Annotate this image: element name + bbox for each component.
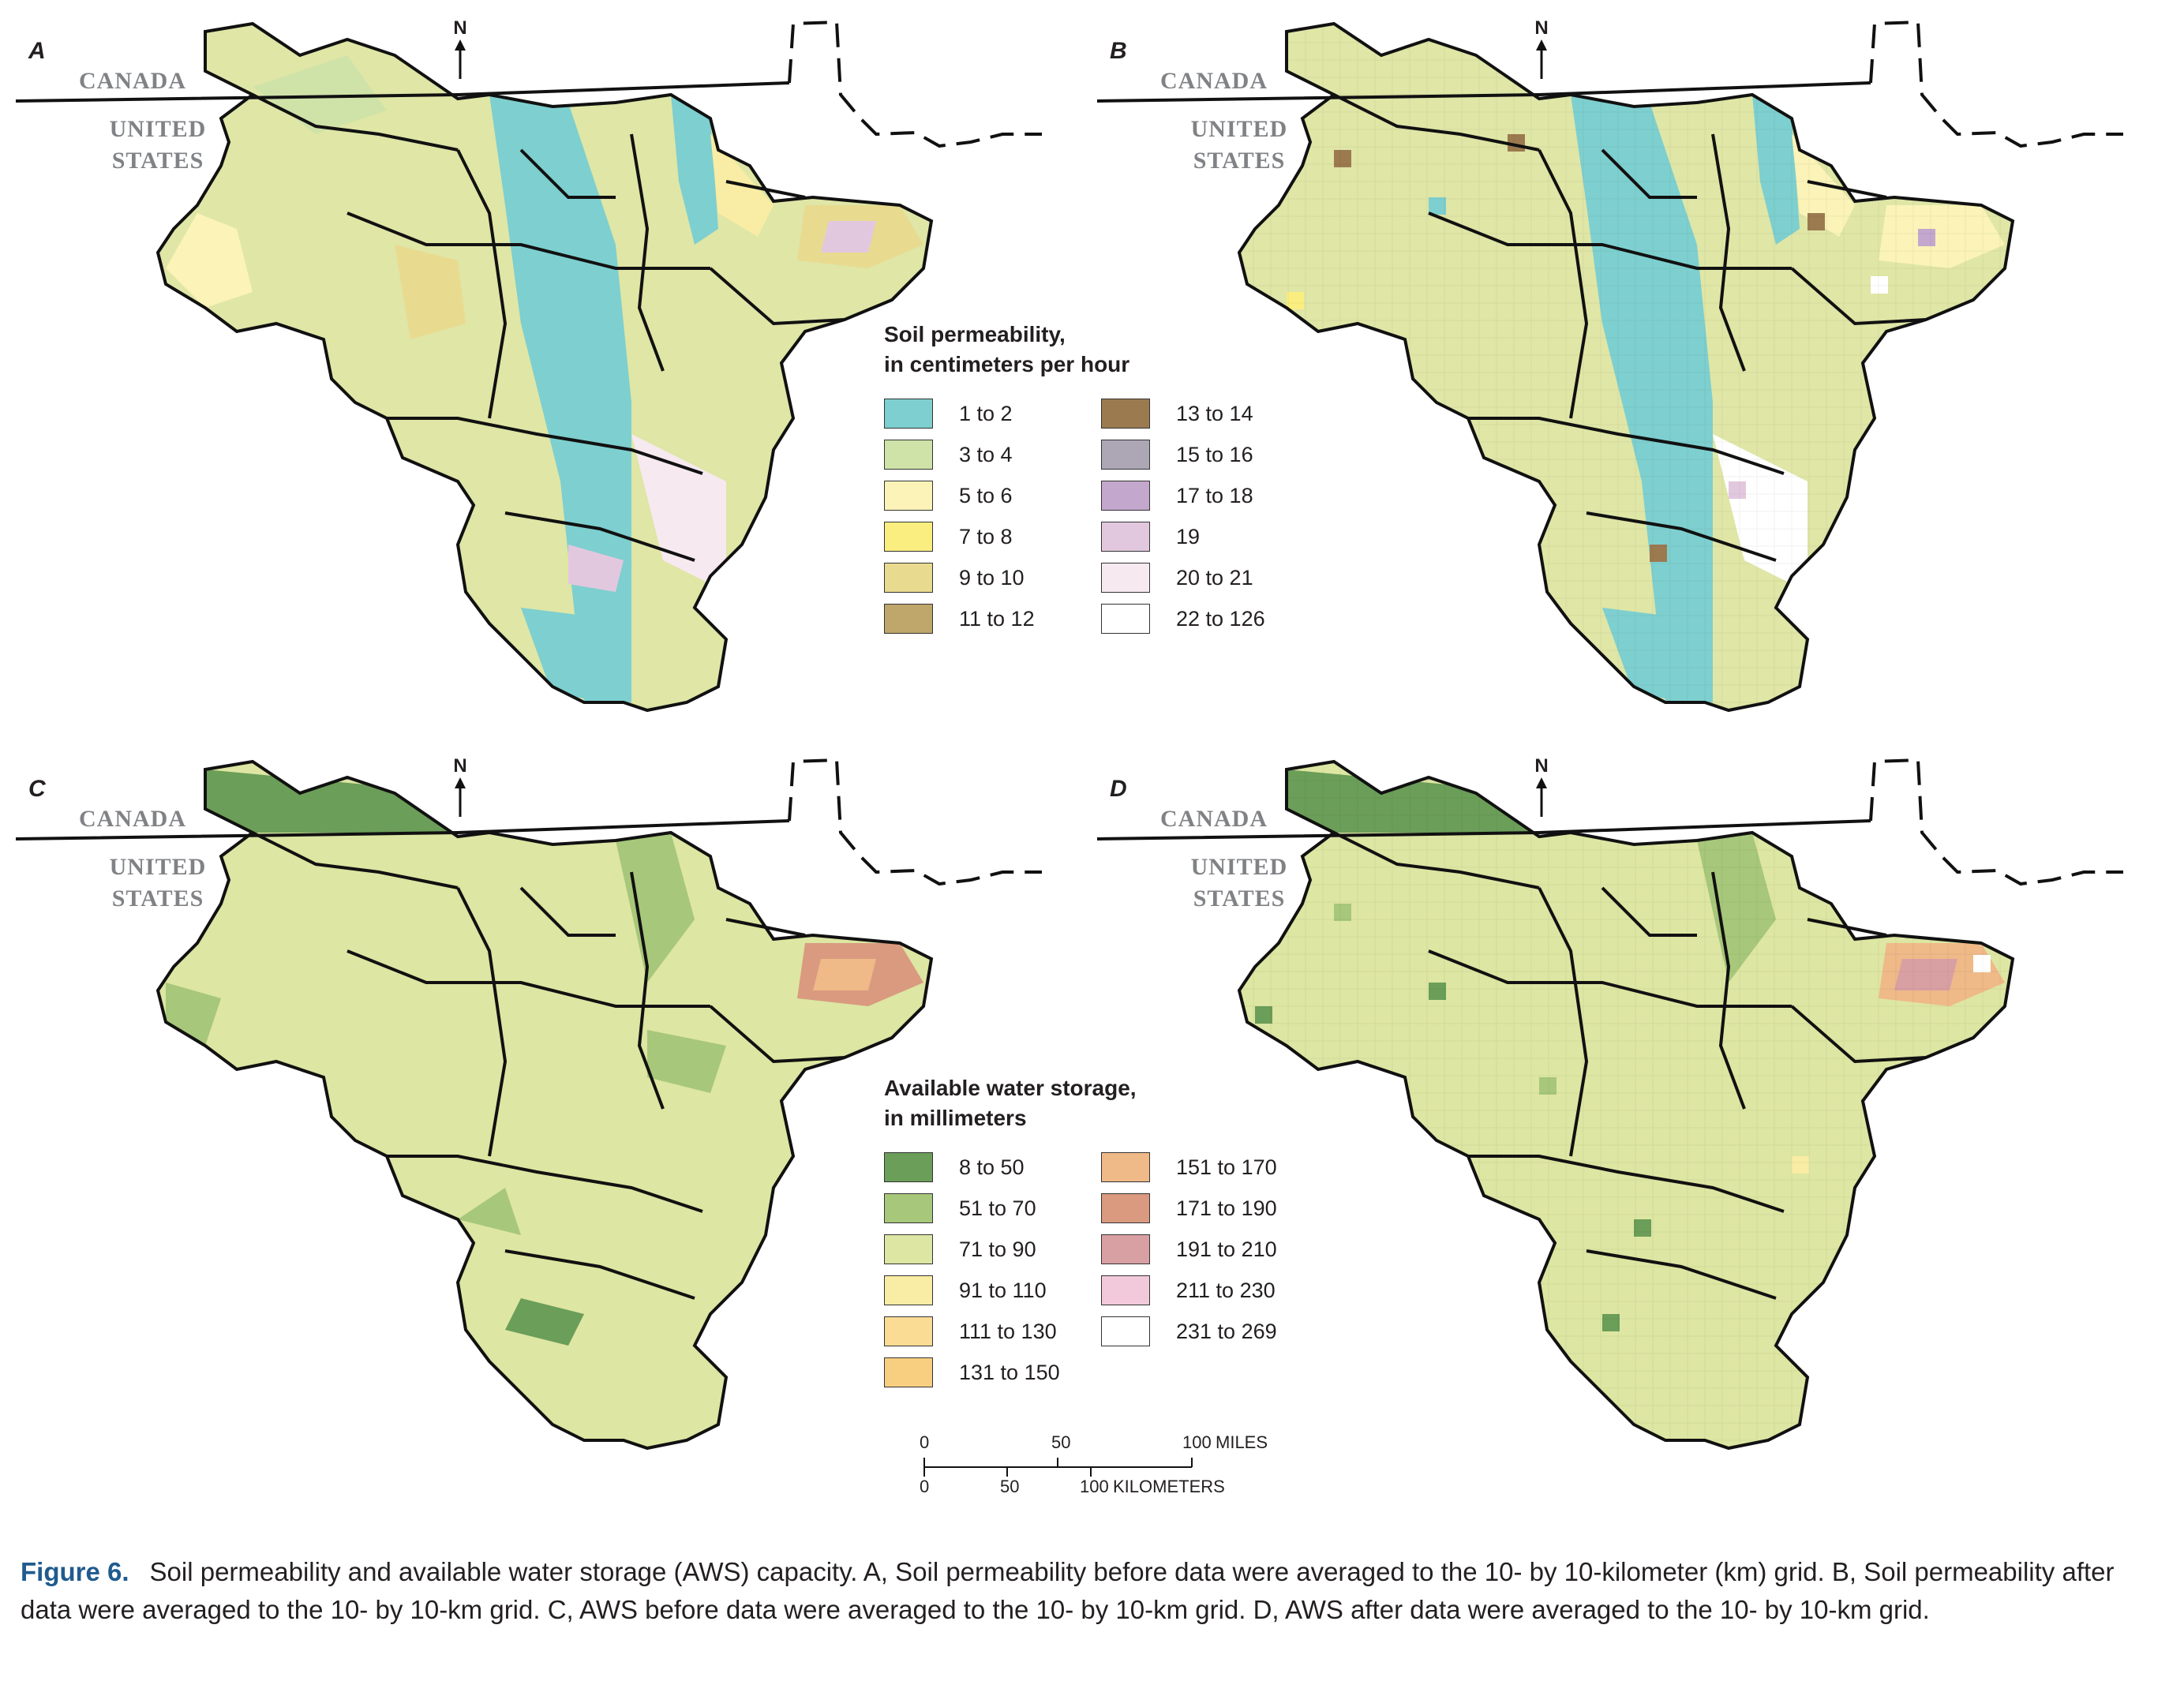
us-label: UNITED STATES <box>109 116 207 174</box>
scale-miles-0: 0 <box>920 1432 930 1452</box>
us-label: UNITED STATES <box>1190 854 1288 912</box>
legend-available-water-storage: Available water storage, in millimeters … <box>884 1073 1279 1389</box>
legend-swatch <box>1101 440 1150 470</box>
legend-swatch <box>1101 1152 1150 1182</box>
north-arrow: N <box>1530 17 1553 79</box>
canada-label: CANADA <box>1160 806 1268 832</box>
map-a-boundaries <box>156 22 933 712</box>
legend-soil-permeability: Soil permeability, in centimeters per ho… <box>884 320 1279 659</box>
legend-swatch <box>884 399 933 429</box>
us-label: UNITED STATES <box>1190 116 1288 174</box>
map-b-svg <box>1097 20 2123 712</box>
legend-swatch <box>1101 563 1150 593</box>
figure-number: Figure 6. <box>21 1557 129 1586</box>
scale-km-50: 50 <box>1000 1477 1020 1496</box>
canada-label: CANADA <box>1160 68 1268 94</box>
map-a-svg <box>16 20 1042 712</box>
legend-swatch <box>1101 1193 1150 1223</box>
canada-label: CANADA <box>79 806 186 832</box>
legend-swatch <box>884 1234 933 1264</box>
panel-letter-a: A <box>28 38 46 64</box>
north-arrow: N <box>448 17 472 79</box>
border-lines-d <box>1097 758 2123 886</box>
map-d-boundaries <box>1238 760 2014 1450</box>
panel-letter-d: D <box>1110 776 1127 802</box>
north-arrow-icon <box>455 39 466 79</box>
caption-text: Soil permeability and available water st… <box>21 1557 2115 1624</box>
legend-swatch <box>1101 481 1150 511</box>
scale-miles-100: 100 <box>1182 1432 1212 1452</box>
legend-swatch <box>1101 399 1150 429</box>
north-arrow-icon <box>455 777 466 817</box>
map-panel-a: A CANADA UNITED STATES N <box>16 8 1081 718</box>
map-b-boundaries <box>1238 22 2014 712</box>
legend-swatch <box>884 1357 933 1387</box>
legend-swatch <box>884 563 933 593</box>
legend-swatch <box>1101 522 1150 552</box>
legend-swatch <box>884 481 933 511</box>
map-panel-c: C CANADA UNITED STATES N <box>16 746 1081 1456</box>
legend-swatch <box>1101 1234 1150 1264</box>
scale-km-0: 0 <box>920 1477 930 1496</box>
map-panel-d: D CANADA UNITED STATES N <box>1097 746 2163 1456</box>
legend-swatch <box>884 1316 933 1346</box>
legend-swatch <box>884 604 933 634</box>
legend-swatch <box>1101 1316 1150 1346</box>
north-arrow-icon <box>1536 39 1547 79</box>
canada-label: CANADA <box>79 68 186 94</box>
legend-swatch <box>884 1193 933 1223</box>
scale-bar: 0 50 100 MILES 0 50 100 KILOMETERS <box>868 1432 1310 1496</box>
map-c-boundaries <box>156 760 933 1450</box>
north-arrow-icon <box>1536 777 1547 817</box>
scale-km-unit: KILOMETERS <box>1113 1477 1225 1496</box>
legend-aws-title: Available water storage, in millimeters <box>884 1076 1137 1130</box>
legend-swatch <box>884 440 933 470</box>
north-arrow: N <box>1530 755 1553 817</box>
scale-bar-lines <box>923 1458 1193 1477</box>
scale-km-100: 100 <box>1080 1477 1109 1496</box>
legend-swatch <box>884 522 933 552</box>
panel-letter-c: C <box>28 776 46 802</box>
us-label: UNITED STATES <box>109 854 207 912</box>
figure-caption: Figure 6. Soil permeability and available… <box>21 1553 2152 1629</box>
north-arrow: N <box>448 755 472 817</box>
border-lines-c <box>16 758 1042 886</box>
scale-miles-unit: MILES <box>1216 1432 1268 1452</box>
legend-swatch <box>884 1152 933 1182</box>
legend-swatch <box>1101 1275 1150 1305</box>
legend-swatch <box>884 1275 933 1305</box>
panel-letter-b: B <box>1110 38 1127 64</box>
map-panel-b: B CANADA UNITED STATES N <box>1097 8 2163 718</box>
legend-perm-title: Soil permeability, in centimeters per ho… <box>884 322 1130 376</box>
scale-miles-50: 50 <box>1051 1432 1071 1452</box>
map-d-svg <box>1097 758 2123 1450</box>
legend-swatch <box>1101 604 1150 634</box>
map-c-svg <box>16 758 1042 1450</box>
border-lines-b <box>1097 20 2123 148</box>
border-lines-a <box>16 20 1042 148</box>
